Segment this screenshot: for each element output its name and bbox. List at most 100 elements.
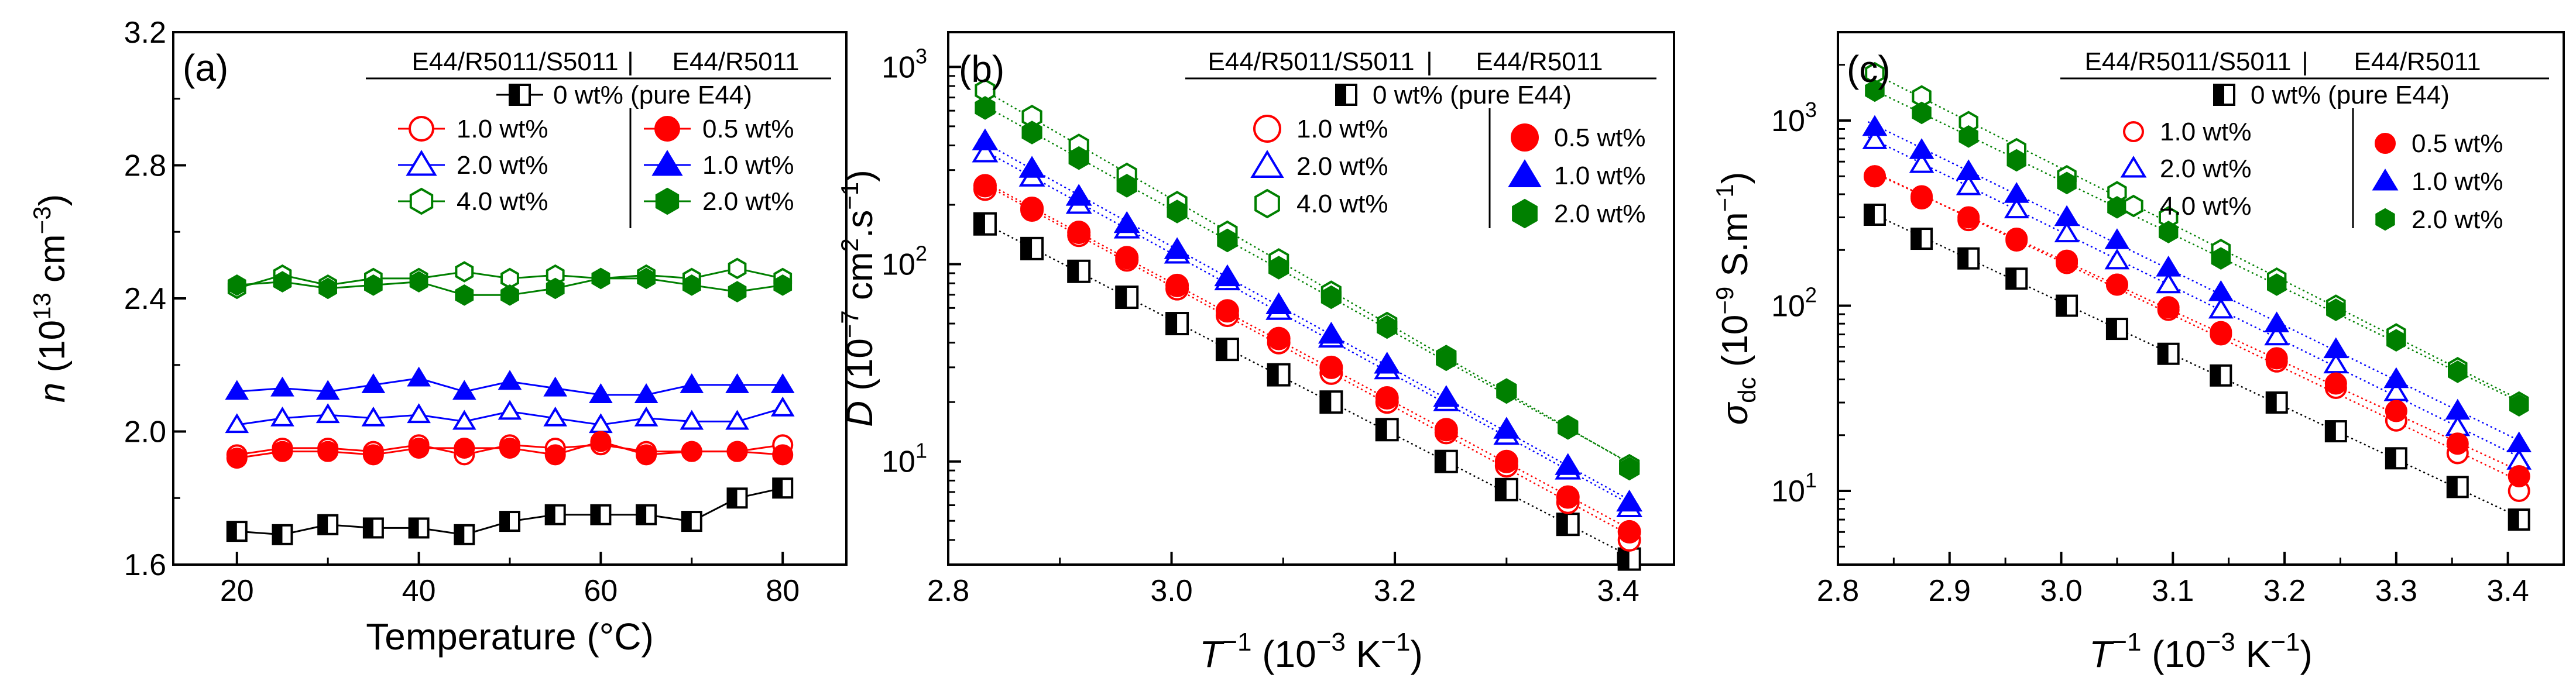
panel-a-point-e44-r5011-s5011-2-0-wt	[725, 410, 749, 430]
panel-c-point-e44-r5011-s5011-2-0-wt	[2323, 352, 2349, 374]
panel-b-xlabel: T−1 (10−3 K−1)	[1199, 628, 1423, 675]
legend-header-sep: |	[627, 47, 633, 76]
panel-c-point-e44-r5011-1-0-wt	[2054, 205, 2080, 226]
panel-c-ytick-label: 101	[1771, 468, 1817, 508]
panel-c-point-e44-r5011-s5011-2-0-wt	[2054, 221, 2080, 243]
legend-swatch-s4	[409, 187, 434, 215]
panel-c-point-e44-r5011-1-0-wt	[1956, 159, 1981, 181]
panel-a-point-e44-r5011-2-0-wt	[364, 274, 383, 296]
panel-c-point-0-wt-pure-e44	[2105, 318, 2128, 341]
panel-b-point-e44-r5011-1-0-wt	[1164, 237, 1191, 259]
panel-a-point-0-wt-pure-e44	[590, 504, 612, 525]
panel-a-point-e44-r5011-s5011-2-0-wt	[315, 403, 340, 424]
legend-label-r1: 1.0 wt%	[2412, 167, 2503, 196]
panel-a-point-e44-r5011-s5011-2-0-wt	[634, 406, 658, 427]
panel-c-point-0-wt-pure-e44	[1910, 228, 1933, 250]
panel-a-point-e44-r5011-0-5-wt	[726, 441, 748, 462]
legend-label-s4: 4.0 wt%	[1296, 190, 1388, 218]
panel-a-point-e44-r5011-2-0-wt	[409, 271, 428, 293]
panel-a-point-e44-r5011-0-5-wt	[636, 444, 657, 466]
panel-b-xtick-label: 2.8	[927, 574, 969, 608]
panel-a-point-e44-r5011-2-0-wt	[773, 274, 793, 296]
panel-c-ylabel: σdc (10−9 S.m−1)	[1711, 172, 1761, 425]
legend-label-s4: 4.0 wt%	[2160, 192, 2252, 221]
panel-a-point-e44-r5011-1-0-wt	[543, 376, 568, 397]
panel-b-point-0-wt-pure-e44	[1215, 338, 1239, 362]
panel-b-point-e44-r5011-2-0-wt	[1021, 121, 1042, 145]
panel-a-point-0-wt-pure-e44	[317, 514, 339, 535]
legend-label-s2: 2.0 wt%	[1296, 152, 1388, 181]
panel-b-point-e44-r5011-2-0-wt	[1320, 285, 1342, 310]
legend-label-r05: 0.5 wt%	[1554, 123, 1646, 152]
panel-a-point-e44-r5011-2-0-wt	[455, 284, 474, 306]
panel-c-point-e44-r5011-1-0-wt	[2506, 431, 2532, 452]
panel-c-xtick-label: 3.2	[2263, 574, 2306, 608]
panel-a-ytick-label: 1.6	[124, 548, 166, 582]
legend-swatch-s1	[1253, 115, 1281, 143]
panel-b-point-0-wt-pure-e44	[1020, 236, 1044, 260]
panel-a-point-e44-r5011-1-0-wt	[725, 373, 749, 393]
panel-c-point-e44-r5011-2-0-wt	[1912, 101, 1932, 125]
legend-label-r05: 0.5 wt%	[2412, 129, 2503, 158]
panel-a-point-e44-r5011-0-5-wt	[408, 437, 430, 459]
panel-b-point-e44-r5011-0-5-wt	[1067, 221, 1091, 245]
panel-a-point-0-wt-pure-e44	[272, 524, 293, 545]
panel-a-point-e44-r5011-s5011-2-0-wt	[543, 406, 568, 427]
panel-c-point-e44-r5011-0-5-wt	[2385, 400, 2407, 422]
panel-a-point-e44-r5011-s5011-2-0-wt	[407, 403, 431, 424]
panel-a-point-e44-r5011-0-5-wt	[454, 437, 475, 459]
panel-b-point-e44-r5011-2-0-wt	[1217, 228, 1238, 253]
legend-swatch-pure	[509, 84, 531, 106]
panel-a: 20 40 60 80 1.6 2.0 2.4 2.8 3.2 (a) Temperature …	[28, 16, 848, 658]
legend-swatch-r05	[1511, 123, 1539, 152]
panel-b-point-e44-r5011-0-5-wt	[1556, 485, 1580, 509]
legend-label-s2: 2.0 wt%	[457, 151, 548, 180]
legend-label-r1: 1.0 wt%	[1554, 161, 1646, 190]
panel-c-point-e44-r5011-2-0-wt	[2107, 195, 2127, 219]
panel-b-point-0-wt-pure-e44	[1375, 418, 1399, 442]
panel-a-point-e44-r5011-0-5-wt	[226, 448, 248, 469]
panel-c-xtick-label: 2.9	[1929, 574, 1971, 608]
panel-c-point-e44-r5011-1-0-wt	[2156, 256, 2181, 277]
panel-a-point-e44-r5011-2-0-wt	[682, 274, 701, 296]
panel-b-point-e44-r5011-2-0-wt	[1167, 200, 1188, 224]
panel-a-point-e44-r5011-s5011-4-0-wt	[728, 257, 747, 280]
panel-b-axes: 2.8 3.0 3.2 3.4 101 102 103	[881, 44, 1639, 608]
panel-c-point-0-wt-pure-e44	[2265, 391, 2288, 414]
panel-a-axes: 20 40 60 80 1.6 2.0 2.4 2.8 3.2	[124, 16, 800, 608]
panel-b-point-e44-r5011-2-0-wt	[1116, 174, 1137, 198]
legend-header-sep: |	[2301, 47, 2308, 76]
panel-b-point-e44-r5011-1-0-wt	[972, 128, 999, 150]
panel-c-point-e44-r5011-0-5-wt	[2157, 296, 2180, 319]
legend-swatch-s2	[406, 150, 437, 176]
panel-b-point-e44-r5011-1-0-wt	[1318, 321, 1344, 344]
panel-a-point-e44-r5011-1-0-wt	[680, 373, 704, 393]
legend-swatch-s4	[2124, 194, 2143, 218]
panel-c-point-0-wt-pure-e44	[1863, 204, 1886, 226]
panel-b-point-e44-r5011-2-0-wt	[1619, 456, 1640, 481]
panel-c-point-e44-r5011-1-0-wt	[2264, 311, 2290, 332]
panel-a-point-e44-r5011-s5011-2-0-wt	[498, 400, 522, 420]
panel-b-point-e44-r5011-0-5-wt	[1319, 355, 1343, 379]
panel-b-point-e44-r5011-2-0-wt	[1496, 380, 1517, 404]
panel-b-point-e44-r5011-1-0-wt	[1616, 489, 1643, 512]
legend-label-r2: 2.0 wt%	[2412, 205, 2503, 234]
panel-b-fit-line-e44-r5011-s5011-1-0-wt	[977, 180, 1639, 541]
panel-a-point-e44-r5011-1-0-wt	[225, 380, 249, 400]
panel-b-point-e44-r5011-1-0-wt	[1018, 156, 1045, 178]
panel-b: 2.8 3.0 3.2 3.4 101 102 103 (b) T−1 (10−3 K−1)…	[836, 31, 1675, 675]
legend-header-right: E44/R5011	[1476, 47, 1603, 76]
panel-c-point-e44-r5011-1-0-wt	[2004, 182, 2029, 203]
panel-a-point-e44-r5011-0-5-wt	[362, 444, 384, 466]
panel-b-point-0-wt-pure-e44	[973, 212, 997, 236]
panel-a-point-e44-r5011-2-0-wt	[728, 281, 747, 302]
legend-swatch-r05	[654, 116, 680, 142]
panel-c-legend: E44/R5011/S5011 | E44/R5011 0 wt% (pure …	[2060, 47, 2549, 234]
panel-c-label: (c)	[1847, 48, 1891, 90]
legend-swatch-pure	[2213, 84, 2235, 106]
panel-b-fit-line-e44-r5011-0-5-wt	[977, 178, 1639, 535]
panel-c-point-0-wt-pure-e44	[2005, 267, 2028, 290]
panel-b-point-0-wt-pure-e44	[1434, 449, 1458, 473]
panel-b-point-0-wt-pure-e44	[1165, 312, 1189, 336]
panel-a-point-e44-r5011-0-5-wt	[544, 444, 566, 466]
